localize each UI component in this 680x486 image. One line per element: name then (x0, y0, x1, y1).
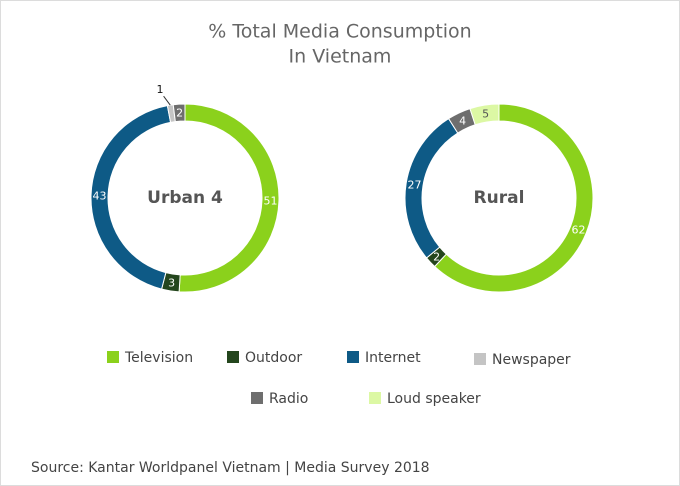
chart-title: In Vietnam (289, 46, 392, 68)
legend-label: Loud speaker (387, 391, 481, 407)
source: Source: Kantar Worldpanel Vietnam | Medi… (31, 460, 430, 476)
data-label: 51 (263, 195, 277, 208)
data-label: 3 (168, 276, 175, 289)
legend-swatch (369, 392, 381, 404)
data-label: 2 (433, 251, 440, 264)
data-label: 27 (408, 179, 422, 192)
data-label: 62 (571, 223, 585, 236)
data-label: 43 (93, 189, 107, 202)
legend-label: Television (124, 350, 193, 366)
legend-label: Newspaper (492, 352, 571, 368)
legend-label: Radio (269, 391, 308, 407)
data-label: 4 (459, 115, 466, 128)
data-label: 2 (176, 107, 183, 120)
legend-swatch (251, 392, 263, 404)
center-label: Rural (474, 188, 525, 208)
legend-label: Internet (365, 350, 421, 366)
legend-swatch (474, 353, 486, 365)
data-label: 1 (157, 83, 164, 96)
center-label: Urban 4 (147, 188, 223, 208)
legend-swatch (107, 351, 119, 363)
legend-swatch (347, 351, 359, 363)
donut-segment (469, 103, 500, 126)
donut-segment (172, 103, 186, 123)
chart-title: % Total Media Consumption (208, 21, 471, 43)
legend-swatch (227, 351, 239, 363)
leader-line (163, 95, 171, 106)
legend-label: Outdoor (245, 350, 302, 366)
data-label: 5 (482, 108, 489, 121)
